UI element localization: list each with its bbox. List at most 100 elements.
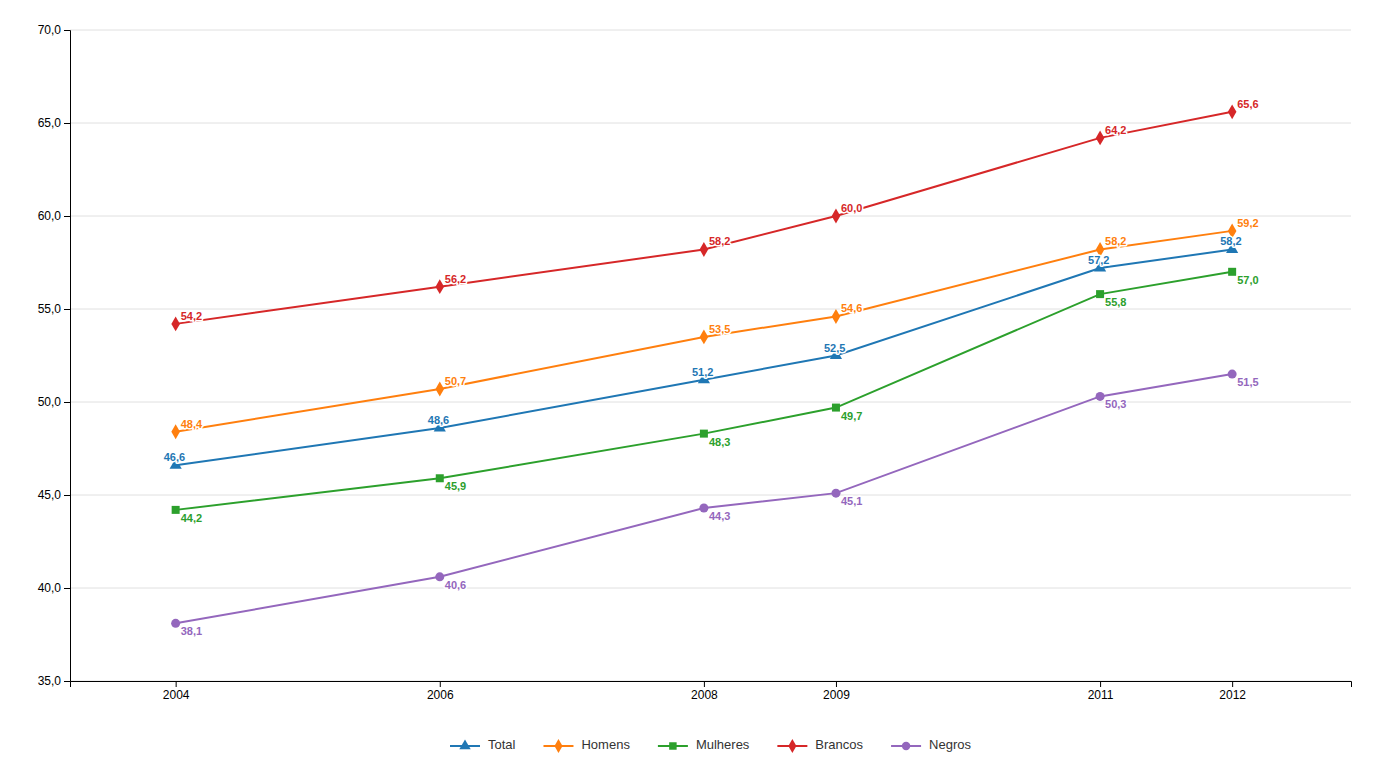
grid-line (70, 402, 1351, 403)
chart: 2004 2006 2008 2009 2011 2012 35,0 40,0 45,0 50,0… (0, 0, 1391, 776)
legend-label: Homens (581, 737, 630, 752)
data-label: 45,9 (445, 480, 466, 492)
data-label: 58,2 (709, 235, 730, 247)
grid-line (70, 495, 1351, 496)
y-tick-mark (64, 309, 70, 310)
y-axis: 35,0 40,0 45,0 50,0 55,0 60,0 65,0 70,0 (38, 23, 71, 688)
y-tick-mark (64, 588, 70, 589)
y-tick-mark (64, 216, 70, 217)
point-marker (436, 474, 444, 482)
y-tick-mark (64, 495, 70, 496)
data-label: 52,5 (824, 342, 845, 354)
data-label: 57,2 (1088, 254, 1109, 266)
grid-line (70, 30, 1351, 31)
point-marker (1096, 290, 1104, 298)
legend-label: Total (488, 737, 516, 752)
y-tick-label: 45,0 (38, 488, 62, 502)
data-label: 38,1 (181, 625, 202, 637)
data-label: 55,8 (1105, 296, 1126, 308)
point-marker (435, 572, 444, 581)
data-label: 44,3 (709, 510, 730, 522)
data-label: 48,4 (181, 418, 203, 430)
data-label: 56,2 (445, 273, 466, 285)
data-label: 50,7 (445, 375, 466, 387)
legend-item: Mulheres (658, 737, 750, 752)
legend-item: Total (450, 737, 516, 752)
point-marker (831, 489, 840, 498)
y-tick: 55,0 (38, 302, 70, 316)
y-tick-label: 60,0 (38, 209, 62, 223)
series-line (176, 374, 1232, 623)
data-label: 58,2 (1105, 235, 1126, 247)
data-label: 53,5 (709, 323, 730, 335)
legend-marker (788, 739, 796, 753)
point-marker (1096, 392, 1105, 401)
x-tick-mark (1232, 681, 1233, 687)
point-marker (172, 506, 180, 514)
x-tick: 2012 (1219, 681, 1246, 702)
x-tick-mark (1100, 681, 1101, 687)
y-tick: 40,0 (38, 581, 70, 595)
legend: Total Homens Mulheres Brancos Negros (450, 737, 971, 753)
grid (70, 30, 1351, 681)
legend-marker (554, 739, 562, 753)
y-tick-label: 65,0 (38, 116, 62, 130)
data-label: 49,7 (841, 410, 862, 422)
data-label: 59,2 (1237, 217, 1258, 229)
data-label: 51,2 (692, 366, 713, 378)
y-tick-label: 40,0 (38, 581, 62, 595)
data-label: 57,0 (1237, 274, 1258, 286)
y-tick: 45,0 (38, 488, 70, 502)
grid-line (70, 216, 1351, 217)
y-axis-line (64, 31, 71, 682)
x-tick: 2008 (691, 681, 718, 702)
x-tick: 2004 (163, 681, 190, 702)
data-label: 58,2 (1220, 235, 1241, 247)
point-marker (700, 430, 708, 438)
legend-label: Mulheres (696, 737, 750, 752)
series-line (176, 272, 1232, 510)
marks (170, 104, 1239, 627)
x-tick-mark (836, 681, 837, 687)
x-tick: 2006 (427, 681, 454, 702)
y-tick: 70,0 (38, 23, 70, 37)
legend-marker (459, 739, 470, 749)
point-marker (699, 504, 708, 513)
y-tick: 50,0 (38, 395, 70, 409)
x-tick-label: 2011 (1088, 688, 1114, 702)
x-axis: 2004 2006 2008 2009 2011 2012 (71, 681, 1352, 702)
point-marker (1228, 104, 1237, 119)
x-tick: 2011 (1088, 681, 1114, 702)
legend-item: Brancos (777, 737, 863, 753)
y-tick-label: 35,0 (38, 674, 62, 688)
point-marker (832, 404, 840, 412)
x-axis-line (71, 682, 1352, 688)
grid-line (70, 588, 1351, 589)
y-tick-mark (64, 123, 70, 124)
point-marker (1228, 370, 1237, 379)
legend-marker (902, 742, 910, 750)
data-label: 50,3 (1105, 398, 1126, 410)
x-tick-label: 2008 (691, 688, 718, 702)
x-tick-label: 2004 (163, 688, 190, 702)
x-tick-mark (176, 681, 177, 687)
data-labels: 46,648,651,252,557,258,248,450,753,554,6… (164, 98, 1259, 638)
x-tick-mark (440, 681, 441, 687)
point-marker (1096, 130, 1105, 145)
y-tick-mark (64, 402, 70, 403)
point-marker (435, 382, 444, 397)
point-marker (1228, 268, 1236, 276)
x-tick-label: 2009 (823, 688, 850, 702)
point-marker (832, 309, 841, 324)
point-marker (832, 209, 841, 224)
data-label: 54,6 (841, 302, 862, 314)
legend-label: Brancos (815, 737, 863, 752)
data-label: 44,2 (181, 512, 202, 524)
data-label: 51,5 (1237, 376, 1258, 388)
series-line (176, 112, 1232, 324)
series-line (176, 231, 1232, 432)
legend-item: Negros (891, 737, 971, 752)
x-tick-label: 2012 (1219, 688, 1246, 702)
grid-line (70, 309, 1351, 310)
y-tick-mark (64, 30, 70, 31)
